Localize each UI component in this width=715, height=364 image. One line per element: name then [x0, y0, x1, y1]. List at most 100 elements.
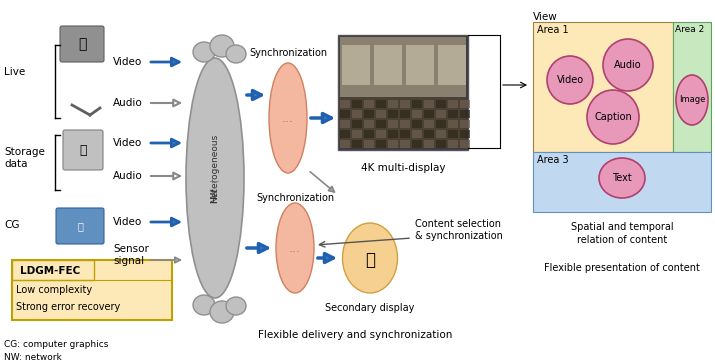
Text: Caption: Caption	[594, 112, 632, 122]
Bar	[352, 120, 362, 128]
Text: Audio: Audio	[113, 171, 143, 181]
Bar	[460, 100, 470, 108]
Text: Video: Video	[113, 138, 142, 148]
Text: Secondary display: Secondary display	[325, 303, 415, 313]
Bar	[376, 120, 386, 128]
Bar	[342, 45, 370, 85]
Bar	[364, 120, 374, 128]
Ellipse shape	[342, 223, 398, 293]
Ellipse shape	[186, 58, 244, 298]
Bar	[400, 100, 410, 108]
Text: 4K multi-display: 4K multi-display	[361, 163, 445, 173]
Text: 📷: 📷	[78, 37, 87, 51]
Ellipse shape	[193, 295, 215, 315]
Text: 👤: 👤	[365, 251, 375, 269]
Text: Sensor
signal: Sensor signal	[113, 244, 149, 266]
Text: Strong error recovery: Strong error recovery	[16, 302, 120, 312]
FancyBboxPatch shape	[56, 208, 104, 244]
Bar	[436, 110, 446, 118]
Bar	[412, 100, 422, 108]
Ellipse shape	[226, 297, 246, 315]
Text: Area 2: Area 2	[675, 25, 704, 34]
Ellipse shape	[210, 35, 234, 57]
Text: 👁: 👁	[77, 221, 83, 231]
Bar	[438, 45, 466, 85]
Bar	[436, 100, 446, 108]
Bar	[412, 130, 422, 138]
Text: NW: NW	[210, 187, 220, 203]
Bar	[340, 130, 350, 138]
Bar	[460, 140, 470, 148]
Ellipse shape	[269, 63, 307, 173]
Bar	[406, 45, 434, 85]
Bar	[424, 110, 434, 118]
Text: Heterogeneous: Heterogeneous	[210, 133, 220, 203]
Ellipse shape	[587, 90, 639, 144]
Bar	[12, 260, 94, 280]
Bar	[388, 140, 398, 148]
FancyBboxPatch shape	[12, 260, 172, 320]
Text: CG: CG	[4, 220, 19, 230]
Text: Synchronization: Synchronization	[249, 48, 327, 58]
FancyBboxPatch shape	[60, 26, 104, 62]
FancyBboxPatch shape	[63, 130, 103, 170]
Bar	[340, 110, 350, 118]
Bar	[388, 130, 398, 138]
Bar	[436, 120, 446, 128]
Ellipse shape	[599, 158, 645, 198]
Bar	[352, 140, 362, 148]
Text: ...: ...	[282, 111, 294, 124]
Bar	[673, 22, 711, 152]
Text: Area 3: Area 3	[537, 155, 568, 165]
Bar	[436, 130, 446, 138]
Bar	[400, 120, 410, 128]
Ellipse shape	[193, 42, 215, 62]
Bar	[340, 97, 466, 148]
Bar	[424, 100, 434, 108]
Text: Video: Video	[113, 217, 142, 227]
Text: Spatial and temporal
relation of content: Spatial and temporal relation of content	[571, 222, 674, 245]
Text: Low complexity: Low complexity	[16, 285, 92, 295]
Bar	[448, 100, 458, 108]
Bar	[533, 152, 711, 212]
Bar	[388, 100, 398, 108]
Bar	[388, 120, 398, 128]
Bar	[412, 120, 422, 128]
Text: 🖥: 🖥	[79, 143, 87, 157]
Text: Audio: Audio	[614, 60, 642, 70]
Bar	[388, 110, 398, 118]
Bar	[460, 110, 470, 118]
Text: ...: ...	[289, 241, 301, 254]
Bar	[533, 22, 673, 152]
Bar	[352, 110, 362, 118]
Bar	[352, 100, 362, 108]
Ellipse shape	[547, 56, 593, 104]
Text: ...: ...	[209, 171, 221, 185]
Bar	[460, 120, 470, 128]
Text: Video: Video	[556, 75, 583, 85]
Bar	[400, 110, 410, 118]
Bar	[448, 130, 458, 138]
Bar	[448, 110, 458, 118]
Bar	[448, 120, 458, 128]
Bar	[374, 45, 402, 85]
Bar	[412, 140, 422, 148]
Text: CG: computer graphics: CG: computer graphics	[4, 340, 109, 349]
Text: Storage
data: Storage data	[4, 147, 45, 169]
Bar	[436, 140, 446, 148]
Bar	[400, 140, 410, 148]
Bar	[376, 140, 386, 148]
Bar	[376, 100, 386, 108]
Text: Area 1: Area 1	[537, 25, 568, 35]
Bar	[448, 140, 458, 148]
Bar	[340, 120, 350, 128]
Bar	[338, 35, 468, 150]
Bar	[424, 130, 434, 138]
Bar	[400, 130, 410, 138]
Text: Video: Video	[113, 57, 142, 67]
Text: Live: Live	[4, 67, 25, 77]
Ellipse shape	[276, 203, 314, 293]
Text: Flexible delivery and synchronization: Flexible delivery and synchronization	[258, 330, 452, 340]
Ellipse shape	[226, 45, 246, 63]
Ellipse shape	[603, 39, 653, 91]
